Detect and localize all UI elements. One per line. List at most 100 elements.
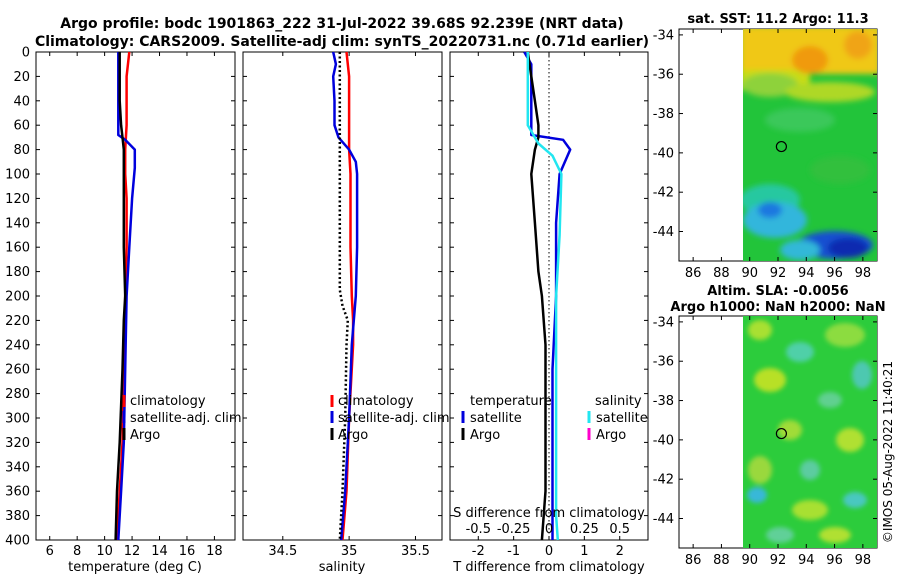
temperature-axes-frame: [35, 51, 236, 541]
salinity-legend: climatology satellite-adj. clim Argo: [330, 394, 450, 443]
y-tick-label: 0: [22, 46, 30, 61]
map-x-tick-label: 98: [855, 553, 872, 568]
x-tick-label: 35: [341, 544, 358, 559]
y-tick-label: 200: [5, 290, 30, 305]
series-line: [523, 51, 572, 540]
s-tick-label: -0.25: [497, 522, 531, 537]
x-tick-label: 10: [96, 544, 113, 559]
figure-title-line1: Argo profile: bodc 1901863_222 31-Jul-20…: [60, 16, 623, 32]
map-y-tick-label: -34: [653, 28, 674, 43]
y-tick-label: 120: [5, 192, 30, 207]
map-x-tick-label: 94: [798, 553, 815, 568]
series-line: [338, 52, 350, 541]
map-x-tick-label: 86: [685, 553, 702, 568]
map-x-tick-label: 92: [770, 553, 787, 568]
y-tick-label: 380: [5, 509, 30, 524]
s-tick-label: 0.25: [570, 522, 599, 537]
legend-label-satellite: satellite-adj. clim: [338, 411, 450, 426]
legend-label-argo: Argo: [130, 428, 160, 443]
map-y-tick-label: -34: [653, 315, 674, 330]
map-y-tick-label: -40: [653, 146, 674, 161]
figure-title-line2: Climatology: CARS2009. Satellite-adj cli…: [35, 34, 649, 50]
y-tick-label: 300: [5, 412, 30, 427]
t-difference-x-ticks: -2 -1 0 1 2: [450, 51, 648, 559]
s-difference-axis-label: S difference from climatology: [453, 506, 645, 521]
salinity-panel: 34.5 35 35.5 salinity climatology satellit…: [242, 51, 450, 575]
salinity-x-label: salinity: [319, 560, 366, 575]
argo-location-marker: [775, 140, 787, 153]
map-y-tick-label: -42: [653, 186, 674, 201]
y-tick-label: 240: [5, 338, 30, 353]
x-tick-label: -1: [507, 544, 520, 559]
s-tick-label: -0.5: [466, 522, 491, 537]
map-x-tick-label: 96: [826, 266, 843, 281]
x-tick-label: 35.5: [401, 544, 430, 559]
temperature-series: [114, 51, 137, 541]
x-tick-label: 16: [179, 544, 196, 559]
legend-label-climatology: climatology: [338, 394, 414, 409]
temperature-x-ticks: 6 8 10 12 14 16 18: [46, 51, 235, 559]
sst-map-ticks: 86 88 90 92 94 96 98 -34 -36 -38 -40 -42 -44: [653, 28, 877, 281]
y-tick-label: 20: [13, 70, 30, 85]
salinity-series: [331, 51, 359, 541]
y-tick-label: 220: [5, 314, 30, 329]
argo-location-marker: [775, 427, 787, 440]
salinity-x-ticks: 34.5 35 35.5: [243, 51, 442, 559]
legend-label-satellite: satellite-adj. clim: [130, 411, 242, 426]
series-line: [526, 52, 563, 541]
legend-title-temperature: temperature: [470, 394, 552, 409]
y-tick-label: 100: [5, 168, 30, 183]
map-x-tick-label: 98: [855, 266, 872, 281]
series-line: [341, 51, 355, 541]
legend-label-climatology: climatology: [130, 394, 206, 409]
y-tick-label: 60: [13, 119, 30, 134]
map-y-tick-label: -38: [653, 107, 674, 122]
y-tick-label: 80: [13, 143, 30, 158]
y-tick-label: 340: [5, 460, 30, 475]
map-x-tick-label: 88: [713, 553, 730, 568]
difference-legend: temperature satellite Argo salinity sate…: [461, 394, 648, 443]
y-tick-label: 360: [5, 485, 30, 500]
difference-panel: -2 -1 0 1 2 S difference from climatology -0…: [449, 51, 649, 575]
series-line: [331, 51, 359, 541]
x-tick-label: 18: [206, 544, 223, 559]
y-tick-label: 280: [5, 387, 30, 402]
sla-map-ticks: 86 88 90 92 94 96 98 -34 -36 -38 -40 -42 -44: [653, 315, 877, 568]
sst-field: [743, 29, 877, 261]
temperature-x-label: temperature (deg C): [68, 560, 202, 575]
legend-title-salinity: salinity: [595, 394, 642, 409]
map-y-tick-label: -40: [653, 433, 674, 448]
x-tick-label: 14: [151, 544, 168, 559]
y-tick-label: 140: [5, 216, 30, 231]
sla-map-title-line1: Altim. SLA: -0.0056: [707, 284, 848, 299]
depth-y-ticks: 0 20 40 60 80 100 120 140 160 180 200 220 240 260 280 3…: [5, 46, 40, 549]
legend-label-s-argo: Argo: [596, 428, 626, 443]
map-y-tick-label: -36: [653, 355, 674, 370]
map-x-tick-label: 90: [741, 553, 758, 568]
legend-label-t-argo: Argo: [470, 428, 500, 443]
difference-series: [523, 51, 572, 541]
map-y-tick-label: -44: [653, 225, 674, 240]
sst-map: sat. SST: 11.2 Argo: 11.3: [653, 12, 878, 281]
sla-field: [743, 316, 877, 548]
map-x-tick-label: 90: [741, 266, 758, 281]
map-y-tick-label: -42: [653, 473, 674, 488]
map-x-tick-label: 94: [798, 266, 815, 281]
temperature-panel: 6 8 10 12 14 16 18 0 20 40 60 80 100 120 140 160 180 200…: [5, 46, 241, 576]
map-y-tick-label: -38: [653, 394, 674, 409]
series-line: [114, 52, 127, 541]
series-line: [526, 51, 547, 541]
sst-map-title: sat. SST: 11.2 Argo: 11.3: [687, 12, 868, 27]
copyright-timestamp: ©IMOS 05-Aug-2022 11:40:21: [881, 361, 895, 543]
s-tick-label: 0.5: [609, 522, 630, 537]
sla-map-title-line2: Argo h1000: NaN h2000: NaN: [670, 300, 885, 315]
y-tick-label: 260: [5, 363, 30, 378]
x-tick-label: -2: [472, 544, 485, 559]
x-tick-label: 12: [124, 544, 141, 559]
map-y-tick-label: -36: [653, 68, 674, 83]
y-tick-label: 180: [5, 265, 30, 280]
temperature-legend: climatology satellite-adj. clim Argo: [122, 394, 242, 443]
y-tick-label: 40: [13, 94, 30, 109]
s-difference-tick-labels: -0.5 -0.25 0 0.25 0.5: [466, 522, 630, 537]
